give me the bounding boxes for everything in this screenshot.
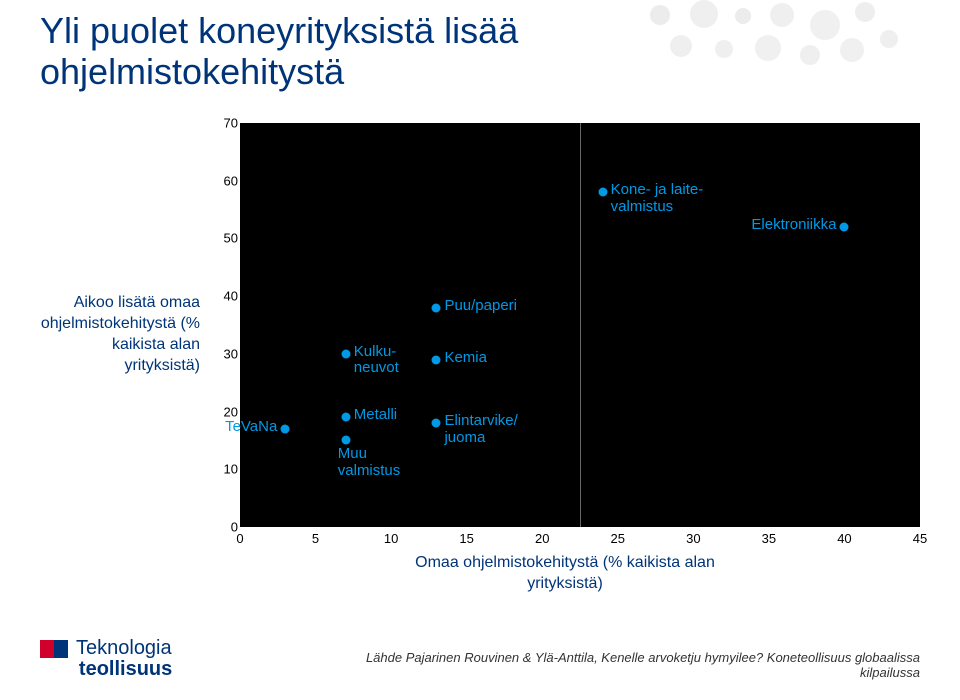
y-tick: 40 (224, 289, 238, 304)
y-tick: 60 (224, 173, 238, 188)
data-point (281, 424, 290, 433)
y-tick: 50 (224, 231, 238, 246)
data-label: Muuvalmistus (338, 446, 401, 479)
data-point (341, 413, 350, 422)
title-line-2: ohjelmistokehitystä (40, 51, 344, 92)
data-label: Kone- ja laite-valmistus (611, 182, 704, 215)
x-axis-label: Omaa ohjelmistokehitystä (% kaikista ala… (388, 553, 743, 595)
chart: Aikoo lisätä omaa ohjelmistokehitystä (%… (40, 115, 920, 555)
gridline (580, 123, 581, 527)
data-label: Puu/paperi (444, 298, 517, 315)
x-tick: 45 (913, 531, 927, 546)
data-point (341, 436, 350, 445)
data-label: Elintarvike/juoma (444, 413, 517, 446)
footer: Teknologia teollisuus Lähde Pajarinen Ro… (40, 638, 920, 680)
y-tick: 30 (224, 346, 238, 361)
y-tick: 10 (224, 462, 238, 477)
data-point (341, 349, 350, 358)
plot-area: Omaa ohjelmistokehitystä (% kaikista ala… (210, 115, 920, 555)
slide-title: Yli puolet koneyrityksistä lisää ohjelmi… (0, 0, 960, 93)
data-label: Metalli (354, 407, 397, 424)
x-tick: 30 (686, 531, 700, 546)
data-point (432, 419, 441, 428)
x-tick: 40 (837, 531, 851, 546)
x-tick: 35 (762, 531, 776, 546)
x-tick: 20 (535, 531, 549, 546)
y-axis-label: Aikoo lisätä omaa ohjelmistokehitystä (%… (40, 115, 210, 555)
x-tick: 15 (459, 531, 473, 546)
x-tick: 10 (384, 531, 398, 546)
data-point (598, 188, 607, 197)
data-point (432, 355, 441, 364)
logo-mark-icon (40, 640, 68, 658)
data-point (840, 222, 849, 231)
data-label: Elektroniikka (751, 217, 836, 234)
y-tick: 70 (224, 116, 238, 131)
source-citation: Lähde Pajarinen Rouvinen & Ylä-Anttila, … (360, 650, 920, 680)
data-point (432, 303, 441, 312)
logo: Teknologia teollisuus (40, 638, 172, 680)
x-tick: 0 (236, 531, 243, 546)
data-label: Kulku-neuvot (354, 344, 399, 377)
data-label: TeVaNa (225, 419, 277, 436)
x-tick: 25 (611, 531, 625, 546)
data-label: Kemia (444, 350, 487, 367)
title-line-1: Yli puolet koneyrityksistä lisää (40, 10, 518, 51)
y-tick: 20 (224, 404, 238, 419)
x-tick: 5 (312, 531, 319, 546)
